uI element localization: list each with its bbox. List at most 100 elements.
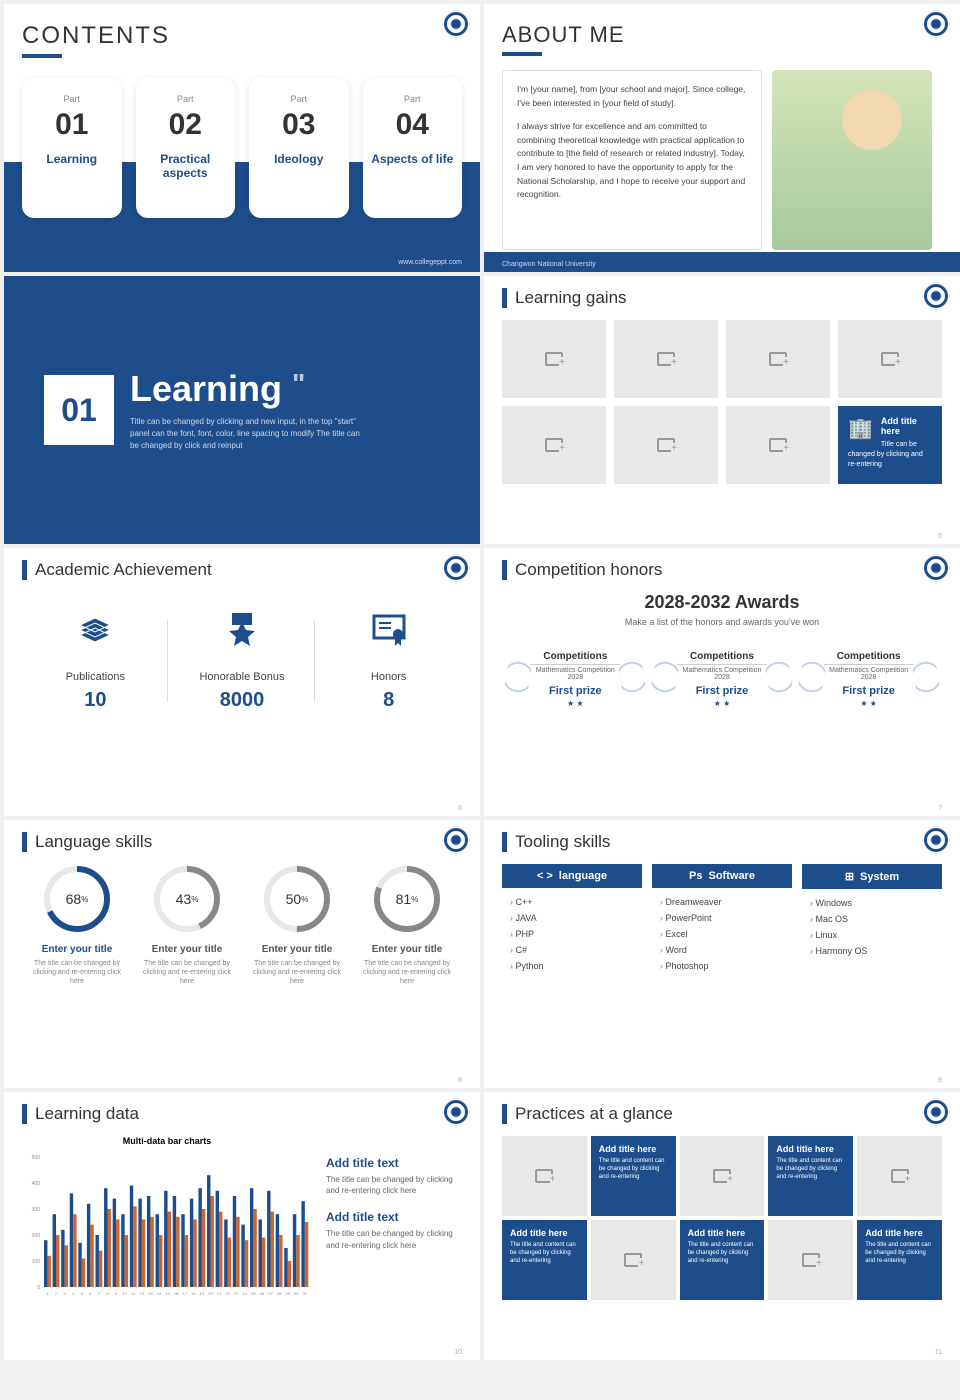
- ring-title: Enter your title: [137, 944, 237, 955]
- logo-icon: [924, 12, 948, 36]
- award-prize: First prize: [824, 685, 914, 697]
- skill-column: PsSoftwareDreamweaverPowerPointExcelWord…: [652, 864, 792, 980]
- contents-title: CONTENTS: [22, 22, 462, 50]
- skill-item: C#: [506, 942, 638, 958]
- skill-item: JAVA: [506, 910, 638, 926]
- part-label: Part: [30, 94, 114, 104]
- part-number: 02: [144, 108, 228, 142]
- practice-cell-image: [680, 1136, 765, 1216]
- col-head-icon: Ps: [689, 870, 702, 882]
- tile-title: Add title here: [776, 1144, 845, 1154]
- svg-text:28: 28: [277, 1291, 282, 1296]
- progress-ring: 81%: [372, 864, 442, 934]
- col-head: ⊞System: [802, 864, 942, 889]
- ring-title: Enter your title: [357, 944, 457, 955]
- section-title: Learning": [130, 368, 360, 410]
- skill-item: Photoshop: [656, 958, 788, 974]
- part-title: Learning: [30, 152, 114, 166]
- practice-cell-text: Add title hereThe title and content can …: [680, 1220, 765, 1300]
- image-placeholder-icon: [802, 1253, 820, 1267]
- svg-text:3: 3: [63, 1291, 66, 1296]
- award-comp: Competitions: [824, 651, 914, 665]
- svg-text:17: 17: [182, 1291, 187, 1296]
- ring-desc: The title can be changed by clicking and…: [247, 959, 347, 986]
- tile-title: Add title here: [599, 1144, 668, 1154]
- slide-academic-achievement: Academic Achievement Publications 10 Hon…: [4, 548, 480, 816]
- gallery-cell: [726, 406, 830, 484]
- svg-text:22: 22: [225, 1291, 230, 1296]
- awards-sub: Make a list of the honors and awards you…: [502, 617, 942, 627]
- stat-item: Publications 10: [23, 610, 168, 712]
- svg-text:31: 31: [303, 1291, 308, 1296]
- svg-text:21: 21: [217, 1291, 222, 1296]
- ring-item: 81% Enter your title The title can be chan…: [357, 864, 457, 986]
- medal-icon: [169, 610, 314, 659]
- skill-item: C++: [506, 894, 638, 910]
- gallery-cell-filled: 🏢 Add title here Title can be changed by…: [838, 406, 942, 484]
- page-number: 9: [938, 1077, 942, 1084]
- content-card: Part 04 Aspects of life: [363, 78, 463, 218]
- chart-title: Multi-data bar charts: [22, 1136, 312, 1146]
- gallery-cell: [614, 320, 718, 398]
- ring-percent: 43%: [152, 864, 222, 934]
- award-name: Mathematics Competition 2028: [824, 667, 914, 681]
- slide-competition-honors: Competition honors 2028-2032 Awards Make…: [484, 548, 960, 816]
- side-desc: The title can be changed by clicking and…: [326, 1228, 462, 1250]
- stat-label: Publications: [23, 671, 168, 683]
- part-title: Aspects of life: [371, 152, 455, 166]
- slide-tooling-skills: Tooling skills < >languageC++JAVAPHPC#Py…: [484, 820, 960, 1088]
- stat-item: Honors 8: [316, 610, 461, 712]
- award-prize: First prize: [530, 685, 620, 697]
- practice-cell-image: [768, 1220, 853, 1300]
- svg-text:400: 400: [32, 1181, 41, 1187]
- content-card: Part01Learning: [22, 78, 122, 218]
- tile-desc: The title and content can be changed by …: [599, 1158, 668, 1181]
- svg-text:4: 4: [72, 1291, 75, 1296]
- stat-value: 8: [316, 689, 461, 712]
- logo-icon: [444, 1100, 468, 1124]
- section-number: 01: [44, 375, 114, 445]
- svg-text:15: 15: [165, 1291, 170, 1296]
- stat-item: Honorable Bonus 8000: [169, 610, 314, 712]
- skill-item: Word: [656, 942, 788, 958]
- image-placeholder-icon: [713, 1169, 731, 1183]
- ring-percent: 81%: [372, 864, 442, 934]
- ring-desc: The title can be changed by clicking and…: [357, 959, 457, 986]
- svg-text:25: 25: [251, 1291, 256, 1296]
- page-number: 10: [454, 1349, 462, 1356]
- part-title: Ideology: [257, 152, 341, 166]
- skill-item: Harmony OS: [806, 943, 938, 959]
- award-item: CompetitionsMathematics Competition 2028…: [510, 647, 640, 712]
- svg-text:7: 7: [98, 1291, 101, 1296]
- section-heading: Practices at a glance: [502, 1104, 942, 1124]
- progress-ring: 50%: [262, 864, 332, 934]
- content-card: Part02Practical aspects: [136, 78, 236, 218]
- award-item: Competitions Mathematics Competition 2028…: [804, 647, 934, 712]
- part-number: 03: [257, 108, 341, 142]
- svg-text:16: 16: [174, 1291, 179, 1296]
- slide-contents: CONTENTS Part01Learning Part02Practical …: [4, 4, 480, 272]
- svg-text:20: 20: [208, 1291, 213, 1296]
- side-desc: The title can be changed by clicking and…: [326, 1174, 462, 1196]
- svg-text:18: 18: [191, 1291, 196, 1296]
- image-placeholder-icon: [624, 1253, 642, 1267]
- svg-text:6: 6: [89, 1291, 92, 1296]
- svg-text:30: 30: [294, 1291, 299, 1296]
- ring-percent: 68%: [42, 864, 112, 934]
- svg-text:200: 200: [32, 1233, 41, 1239]
- skill-item: Windows: [806, 895, 938, 911]
- part-number: 04: [371, 108, 455, 142]
- award-item: CompetitionsMathematics Competition 2028…: [657, 647, 787, 712]
- slide-language-skills: Language skills 68% Enter your title The t…: [4, 820, 480, 1088]
- section-heading: Language skills: [22, 832, 462, 852]
- quote-icon: ": [292, 368, 305, 399]
- svg-text:5: 5: [81, 1291, 84, 1296]
- ring-desc: The title can be changed by clicking and…: [137, 959, 237, 986]
- skill-item: Linux: [806, 927, 938, 943]
- tile-title: Add title here: [688, 1228, 757, 1238]
- svg-text:1: 1: [46, 1291, 49, 1296]
- award-comp: Competitions: [530, 651, 620, 665]
- part-label: Part: [371, 94, 455, 104]
- image-placeholder-icon: [657, 352, 675, 366]
- logo-icon: [444, 12, 468, 36]
